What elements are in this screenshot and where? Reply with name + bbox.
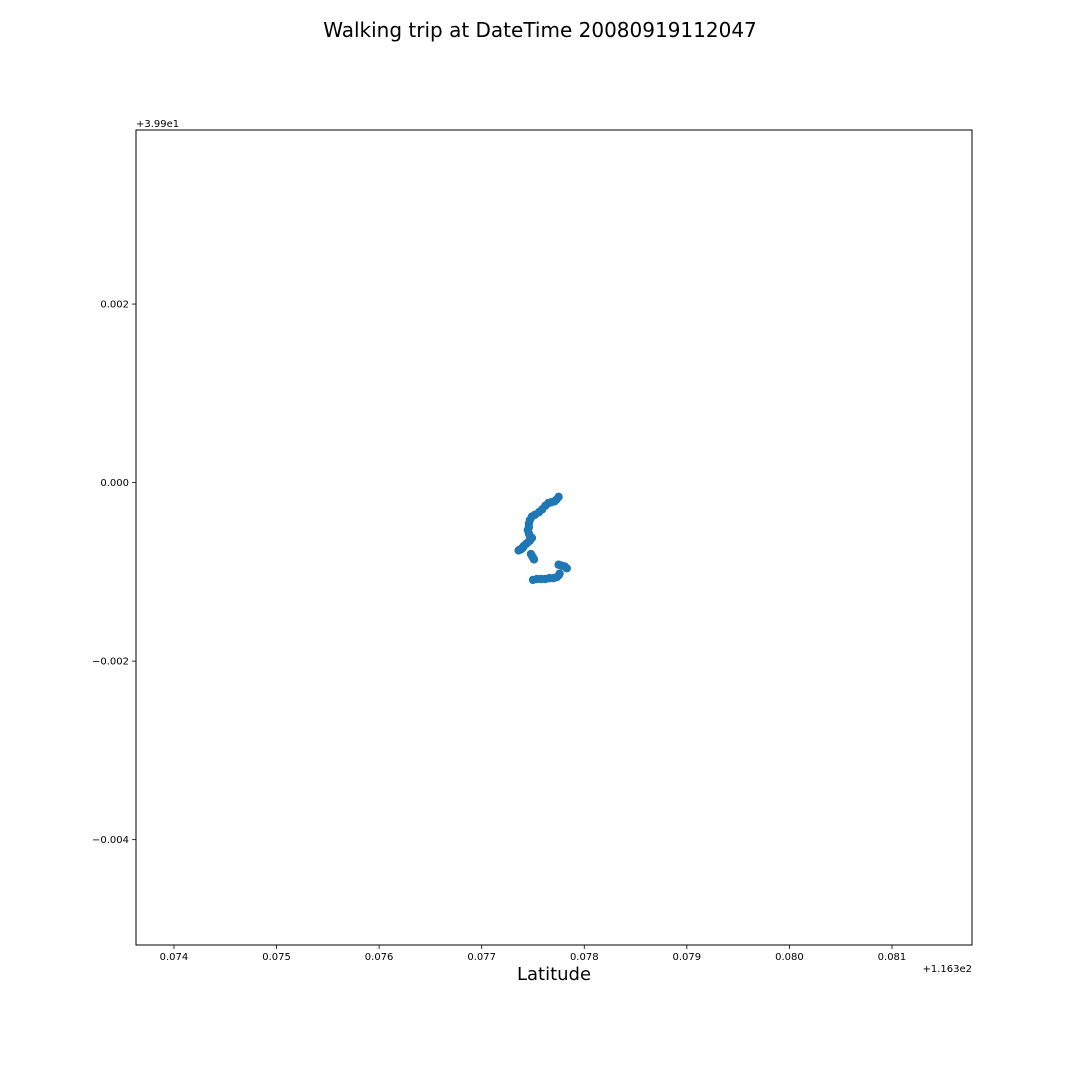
x-tick-label: 0.074 (160, 952, 189, 963)
y-offset-label: +3.99e1 (136, 119, 179, 130)
x-tick-label: 0.075 (262, 952, 291, 963)
x-tick-label: 0.079 (673, 952, 702, 963)
data-point (562, 564, 572, 573)
x-axis-label: Latitude (517, 964, 591, 985)
x-axis: 0.074 0.075 0.076 0.077 0.078 0.079 0.080 0.081 (160, 945, 907, 963)
data-points (514, 492, 572, 585)
x-tick-label: 0.077 (467, 952, 496, 963)
plot-frame (135, 129, 973, 946)
y-tick-label: −0.002 (92, 657, 129, 668)
data-point (514, 546, 523, 555)
y-tick-label: −0.004 (92, 835, 129, 846)
data-point (529, 555, 539, 564)
y-tick-label: 0.000 (100, 478, 129, 489)
x-tick-label: 0.081 (878, 952, 907, 963)
x-tick-label: 0.080 (775, 952, 804, 963)
chart-title: Walking trip at DateTime 20080919112047 (323, 18, 757, 42)
y-tick-label: 0.002 (100, 300, 129, 311)
x-offset-label: +1.163e2 (922, 964, 972, 975)
x-tick-label: 0.078 (570, 952, 599, 963)
data-point (528, 575, 538, 585)
x-tick-label: 0.076 (365, 952, 394, 963)
y-axis: 0.002 0.000 −0.002 −0.004 (92, 300, 136, 846)
plot-area (136, 130, 972, 945)
